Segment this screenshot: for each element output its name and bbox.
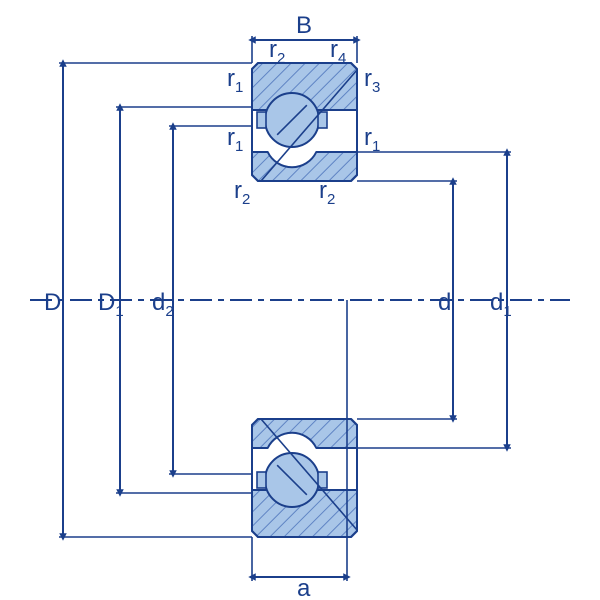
inner-ring <box>252 419 357 448</box>
dim-label-d: d <box>438 289 451 316</box>
cage-tab <box>257 472 266 488</box>
r3-outer-right: r3 <box>364 65 380 96</box>
r2-bore-left: r2 <box>234 177 250 208</box>
dim-label-a: a <box>297 575 311 600</box>
cage-tab <box>257 112 266 128</box>
r1-inner-right: r1 <box>364 124 380 155</box>
r1-inner-left: r1 <box>227 124 243 155</box>
inner-ring <box>252 152 357 181</box>
dim-label-D: D <box>44 289 61 316</box>
dim-label-d2: d2 <box>152 289 174 320</box>
dim-label-d1: d1 <box>490 289 512 320</box>
r1-outer-left: r1 <box>227 65 243 96</box>
dim-label-B: B <box>296 12 312 39</box>
